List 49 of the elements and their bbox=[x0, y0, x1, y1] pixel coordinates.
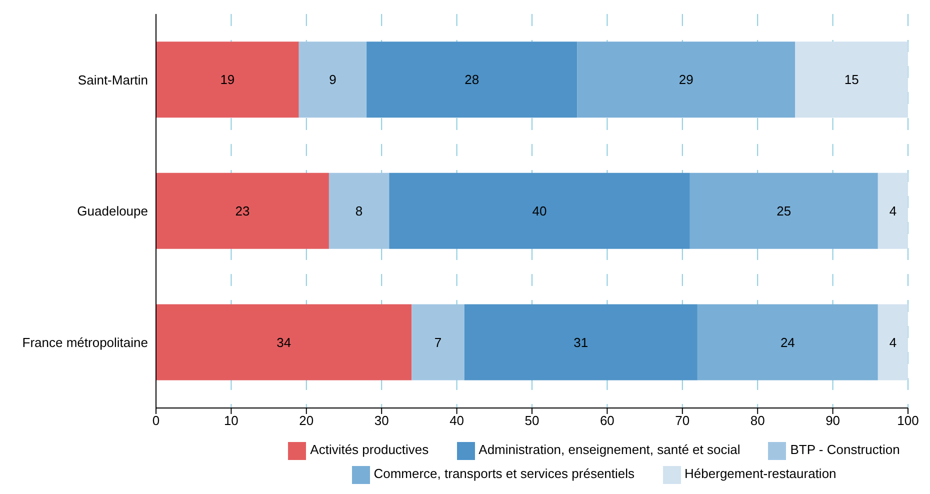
legend-label: Commerce, transports et services présentiels bbox=[374, 466, 635, 481]
y-tick-label: Saint-Martin bbox=[78, 72, 148, 88]
legend-label: Activités productives bbox=[310, 442, 429, 457]
x-tick-label: 80 bbox=[750, 413, 765, 428]
bar bbox=[577, 42, 796, 118]
x-tick-label: 0 bbox=[152, 413, 160, 428]
x-tick-label: 10 bbox=[224, 413, 238, 428]
legend-label: BTP - Construction bbox=[790, 442, 900, 457]
data-label: 24 bbox=[780, 334, 795, 350]
bar bbox=[156, 304, 412, 380]
data-label: 23 bbox=[235, 204, 250, 219]
data-label: 28 bbox=[464, 72, 480, 88]
x-tick-label: 60 bbox=[600, 413, 614, 428]
data-label: 9 bbox=[329, 72, 336, 88]
data-label: 4 bbox=[889, 204, 897, 219]
bar bbox=[697, 304, 878, 380]
x-tick-label: 50 bbox=[524, 413, 540, 428]
bar bbox=[412, 304, 464, 380]
bar bbox=[795, 42, 908, 118]
legend-label: Administration, enseignement, santé et social bbox=[478, 442, 740, 457]
data-label: 40 bbox=[532, 204, 547, 219]
data-label: 4 bbox=[889, 334, 897, 350]
data-label: 15 bbox=[844, 72, 859, 88]
data-label: 29 bbox=[678, 72, 694, 88]
x-tick-label: 40 bbox=[450, 413, 464, 428]
y-tick-label: Guadeloupe bbox=[77, 204, 148, 219]
bar bbox=[328, 172, 390, 249]
bar bbox=[298, 42, 367, 118]
bar bbox=[389, 172, 690, 249]
x-tick-label: 30 bbox=[374, 413, 389, 428]
data-label: 34 bbox=[276, 334, 292, 350]
data-label: 7 bbox=[434, 334, 442, 350]
data-label: 19 bbox=[220, 72, 235, 88]
data-label: 31 bbox=[574, 334, 588, 350]
bar bbox=[366, 42, 578, 118]
legend-label: Hébergement-restauration bbox=[684, 466, 836, 481]
bar bbox=[690, 172, 878, 249]
x-tick-label: 70 bbox=[675, 413, 690, 428]
bar bbox=[464, 304, 698, 380]
bar bbox=[878, 172, 908, 249]
bar bbox=[156, 42, 299, 118]
data-label: 25 bbox=[776, 204, 792, 219]
y-tick-label: France métropolitaine bbox=[22, 334, 148, 350]
x-tick-label: 90 bbox=[826, 413, 840, 428]
x-tick-label: 100 bbox=[897, 413, 919, 428]
bar bbox=[878, 304, 908, 380]
x-tick-label: 20 bbox=[299, 413, 314, 428]
data-label: 8 bbox=[355, 204, 363, 219]
bar bbox=[156, 172, 329, 249]
